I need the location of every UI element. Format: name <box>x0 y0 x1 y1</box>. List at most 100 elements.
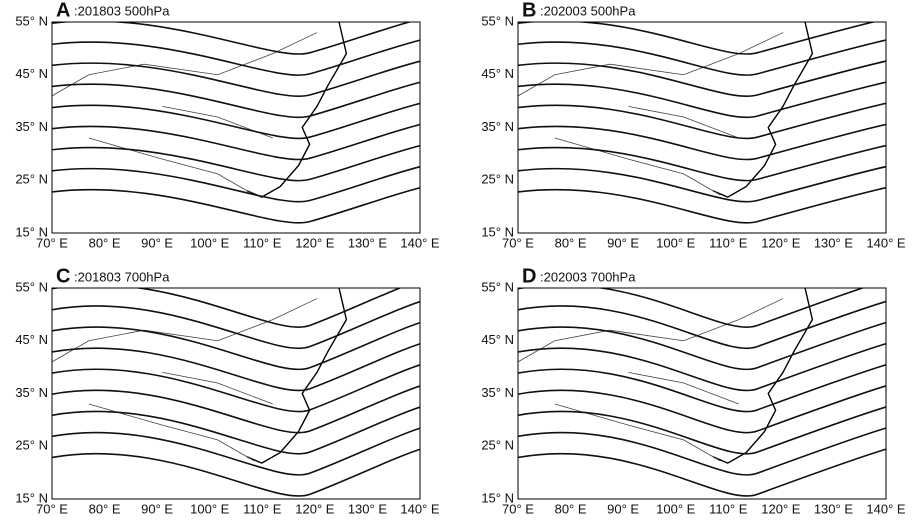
map-panel: C :201803 700hPa 55° N 45° N 35° N 25° N 15° N… <box>15 265 440 516</box>
streamline <box>518 385 886 434</box>
x-tick-label: 90° E <box>141 235 173 250</box>
coastline <box>712 288 814 464</box>
streamline <box>52 165 420 203</box>
y-tick-label: 55° N <box>481 279 514 294</box>
x-tick-label: 100° E <box>656 501 696 516</box>
y-tick-label: 15° N <box>481 490 514 505</box>
streamline <box>52 448 420 497</box>
y-tick-label: 25° N <box>15 172 48 187</box>
x-tick-label: 130° E <box>814 235 854 250</box>
streamline <box>52 60 420 97</box>
border <box>52 298 318 462</box>
map-content <box>518 22 886 224</box>
streamline <box>52 144 420 182</box>
streamline <box>52 406 420 455</box>
panel-title: :202003 700hPa <box>540 269 636 284</box>
x-tick-label: 140° E <box>866 501 906 516</box>
y-tick-label: 35° N <box>481 119 514 134</box>
streamline <box>518 144 886 182</box>
y-tick-label: 35° N <box>15 385 48 400</box>
panel-label: C <box>56 265 70 287</box>
border <box>518 32 784 196</box>
panel-title: :201803 700hPa <box>74 269 170 284</box>
map-content <box>52 288 420 497</box>
y-tick-label: 25° N <box>481 438 514 453</box>
x-tick-label: 120° E <box>295 501 335 516</box>
streamline <box>518 300 886 349</box>
streamline <box>518 321 886 371</box>
panel-label: B <box>522 0 536 21</box>
y-tick-label: 35° N <box>15 119 48 134</box>
x-tick-label: 70° E <box>36 501 68 516</box>
plot-frame <box>517 21 887 234</box>
map-panel: D:202003 700hPa 55° N 45° N 35° N 25° N 15° N… <box>481 265 906 516</box>
streamline <box>518 427 886 476</box>
coastline <box>712 22 814 198</box>
x-tick-label: 110° E <box>243 501 282 516</box>
plot-frame <box>51 21 421 234</box>
streamline <box>518 342 886 392</box>
x-tick-label: 130° E <box>814 501 854 516</box>
x-tick-label: 120° E <box>761 501 801 516</box>
streamline <box>52 186 420 224</box>
x-tick-label: 130° E <box>348 501 388 516</box>
streamline <box>518 22 877 55</box>
streamline <box>518 186 886 224</box>
streamline <box>52 123 420 161</box>
border <box>518 298 784 462</box>
streamline <box>52 288 403 328</box>
x-tick-label: 80° E <box>89 235 121 250</box>
y-tick-label: 25° N <box>15 438 48 453</box>
streamline <box>52 385 420 434</box>
y-tick-label: 45° N <box>15 332 48 347</box>
streamline <box>518 123 886 161</box>
coastline <box>246 22 348 198</box>
streamline <box>518 406 886 455</box>
streamline <box>518 448 886 497</box>
x-tick-label: 130° E <box>348 235 388 250</box>
x-tick-label: 90° E <box>141 501 173 516</box>
streamline <box>52 102 420 140</box>
map-content <box>52 22 420 224</box>
x-tick-label: 120° E <box>295 235 335 250</box>
streamline <box>52 342 420 392</box>
streamline <box>518 81 886 119</box>
map-content <box>518 288 886 497</box>
y-tick-label: 55° N <box>15 279 48 294</box>
coastline <box>246 288 348 464</box>
x-tick-label: 110° E <box>709 235 748 250</box>
plot-frame <box>517 287 887 500</box>
panel-title: :202003 500hPa <box>540 3 636 18</box>
x-tick-label: 110° E <box>243 235 282 250</box>
y-tick-label: 15° N <box>15 490 48 505</box>
streamline <box>52 22 412 55</box>
x-tick-label: 100° E <box>190 235 230 250</box>
y-tick-label: 45° N <box>481 66 514 81</box>
streamline <box>52 39 420 76</box>
streamline <box>518 39 886 76</box>
x-tick-label: 140° E <box>400 235 440 250</box>
streamline <box>52 427 420 476</box>
panel-label: A <box>56 0 70 21</box>
streamline <box>52 300 420 349</box>
streamline <box>518 363 886 413</box>
streamline <box>518 60 886 97</box>
y-tick-label: 35° N <box>481 385 514 400</box>
x-tick-label: 70° E <box>502 235 534 250</box>
x-tick-label: 90° E <box>607 501 639 516</box>
y-tick-label: 25° N <box>481 172 514 187</box>
y-tick-label: 15° N <box>15 224 48 239</box>
panel-label: D <box>522 265 536 287</box>
border <box>52 32 318 196</box>
x-tick-label: 90° E <box>607 235 639 250</box>
x-tick-label: 100° E <box>656 235 696 250</box>
x-tick-label: 70° E <box>36 235 68 250</box>
streamline <box>518 102 886 140</box>
x-tick-label: 140° E <box>400 501 440 516</box>
panel-title: :201803 500hPa <box>74 3 170 18</box>
map-panel: A:201803 500hPa 55° N 45° N 35° N 25° N 15° N… <box>15 0 440 250</box>
x-tick-label: 70° E <box>502 501 534 516</box>
y-tick-label: 15° N <box>481 224 514 239</box>
streamline <box>52 321 420 371</box>
